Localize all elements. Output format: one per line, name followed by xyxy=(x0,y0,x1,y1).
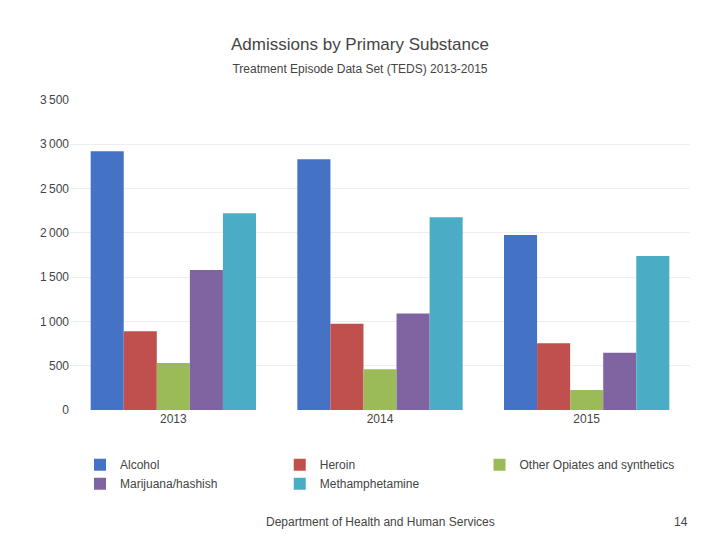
svg-text:2014: 2014 xyxy=(367,412,394,426)
svg-text:Marijuana/hashish: Marijuana/hashish xyxy=(120,477,217,491)
svg-text:2 000: 2 000 xyxy=(40,226,69,240)
svg-text:3 000: 3 000 xyxy=(40,137,69,151)
svg-text:2015: 2015 xyxy=(573,412,600,426)
svg-text:Methamphetamine: Methamphetamine xyxy=(320,477,420,491)
svg-text:1 500: 1 500 xyxy=(40,270,69,284)
svg-text:Treatment Episode Data Set (TE: Treatment Episode Data Set (TEDS) 2013-2… xyxy=(232,62,487,76)
svg-text:Department of Health and Human: Department of Health and Human Services xyxy=(266,515,495,529)
svg-text:Heroin: Heroin xyxy=(320,458,355,472)
svg-text:Admissions by Primary Substanc: Admissions by Primary Substance xyxy=(231,35,489,54)
svg-text:Alcohol: Alcohol xyxy=(120,458,159,472)
svg-text:1 000: 1 000 xyxy=(40,315,69,329)
svg-text:Other Opiates and synthetics: Other Opiates and synthetics xyxy=(520,458,675,472)
svg-text:500: 500 xyxy=(49,359,69,373)
svg-text:0: 0 xyxy=(62,403,69,417)
svg-text:3 500: 3 500 xyxy=(40,93,69,107)
svg-text:14: 14 xyxy=(674,515,688,529)
svg-text:2013: 2013 xyxy=(160,412,187,426)
svg-text:2 500: 2 500 xyxy=(40,182,69,196)
